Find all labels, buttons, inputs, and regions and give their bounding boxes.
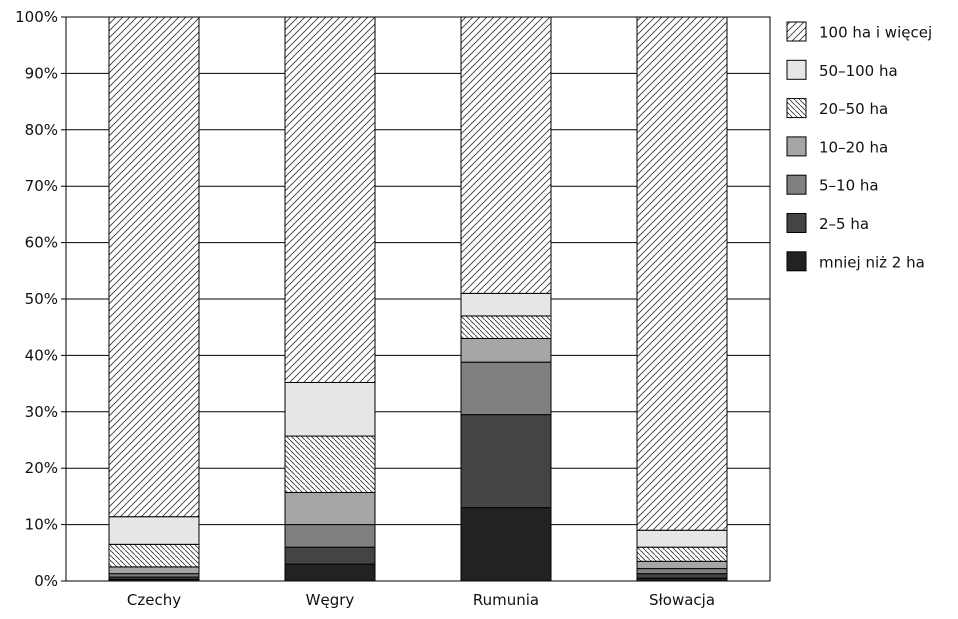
bar-segment xyxy=(636,546,728,562)
bar-segment xyxy=(636,529,728,548)
y-tick-label: 0% xyxy=(34,572,58,590)
y-tick-label: 10% xyxy=(25,516,58,534)
bar-segment xyxy=(636,573,728,579)
y-tick-label: 100% xyxy=(15,8,58,26)
legend-label: 20–50 ha xyxy=(819,100,888,118)
legend-label: 5–10 ha xyxy=(819,177,879,195)
bar-segment xyxy=(108,516,200,545)
y-tick-label: 30% xyxy=(25,403,58,421)
y-tick-label: 60% xyxy=(25,234,58,252)
legend-swatch xyxy=(786,98,807,119)
legend-swatch xyxy=(786,136,807,157)
bar-segment xyxy=(108,16,200,518)
y-tick-label: 50% xyxy=(25,290,58,308)
legend-swatch xyxy=(786,174,807,195)
legend-swatch xyxy=(786,59,807,80)
x-category-label: Rumunia xyxy=(473,591,539,609)
y-tick-label: 90% xyxy=(25,64,58,82)
legend-label: 2–5 ha xyxy=(819,215,869,233)
y-tick-label: 80% xyxy=(25,121,58,139)
bar-segment xyxy=(108,566,200,575)
bar-segment xyxy=(284,546,376,565)
bar-segment xyxy=(284,491,376,526)
legend: 100 ha i więcej 50–100 ha 20–50 ha 10–20 ha… xyxy=(786,21,932,272)
axes: 0% 10% 20% 30% 40% 50% 60% 70% 80% 90% 100% Czechy W… xyxy=(15,8,771,609)
bar-segment xyxy=(284,381,376,437)
y-tick-label: 40% xyxy=(25,346,58,364)
legend-label: mniej niż 2 ha xyxy=(819,253,925,271)
bar-segment xyxy=(284,16,376,383)
x-category-label: Czechy xyxy=(127,591,181,609)
bar-segment xyxy=(460,337,552,363)
bar-segment xyxy=(636,16,728,531)
legend-label: 100 ha i więcej xyxy=(819,24,932,42)
y-tick-label: 20% xyxy=(25,459,58,477)
bar-segment xyxy=(284,563,376,582)
bar-segment xyxy=(460,361,552,416)
legend-swatch xyxy=(786,251,807,272)
bar-segment xyxy=(460,507,552,582)
bar-segment xyxy=(460,414,552,509)
x-category-label: Węgry xyxy=(306,591,355,609)
bar-segment xyxy=(108,573,200,578)
bar-segment xyxy=(284,524,376,548)
y-tick-label: 70% xyxy=(25,177,58,195)
x-category-label: Słowacja xyxy=(649,591,715,609)
plot-frame xyxy=(65,16,771,582)
bar-segment xyxy=(636,560,728,570)
bar-segment xyxy=(460,315,552,339)
bars xyxy=(108,16,728,582)
bar-segment xyxy=(460,16,552,294)
bar-segment xyxy=(284,435,376,493)
bar-segment xyxy=(636,568,728,575)
legend-label: 50–100 ha xyxy=(819,62,898,80)
bar-segment xyxy=(108,543,200,568)
bar-segment xyxy=(460,292,552,317)
legend-label: 10–20 ha xyxy=(819,138,888,156)
legend-swatch xyxy=(786,21,807,42)
legend-swatch xyxy=(786,213,807,233)
